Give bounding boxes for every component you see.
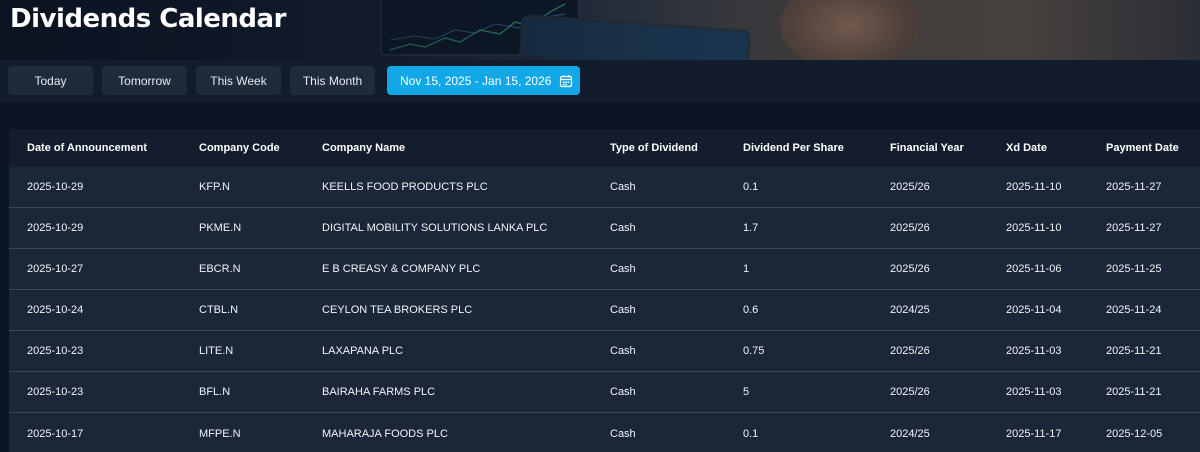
dividend-type-cell: Cash [610, 427, 636, 440]
date-range-label: Nov 15, 2025 - Jan 15, 2026 [400, 73, 552, 88]
column-header-date-of-announcement[interactable]: Date of Announcement [27, 142, 147, 154]
today-filter-button[interactable]: Today [8, 66, 93, 95]
company-name-cell: BAIRAHA FARMS PLC [322, 386, 436, 398]
dividend-type-cell: Cash [610, 181, 636, 193]
dividend-type-cell: Cash [610, 304, 636, 316]
financial-year-cell: 2024/25 [890, 304, 930, 316]
xd-date-cell: 2025-11-04 [1006, 304, 1062, 316]
announcement-date-cell: 2025-10-29 [27, 222, 84, 234]
page-title: Dividends Calendar [10, 4, 286, 34]
column-header-payment-date[interactable]: Payment Date [1106, 142, 1179, 154]
company-code-cell: CTBL.N [199, 304, 239, 316]
date-filter-bar: Today Tomorrow This Week This Month Nov … [0, 60, 1200, 102]
dividends-table: Date of Announcement Company Code Compan… [9, 129, 1200, 452]
payment-date-cell: 2025-11-24 [1106, 304, 1162, 316]
table-row[interactable]: 2025-10-27 EBCR.N E B CREASY & COMPANY P… [9, 249, 1200, 290]
column-header-company-code[interactable]: Company Code [199, 142, 280, 154]
company-code-cell: BFL.N [199, 386, 231, 398]
column-header-dividend-per-share[interactable]: Dividend Per Share [743, 142, 844, 154]
column-header-xd-date[interactable]: Xd Date [1006, 142, 1047, 154]
this-week-filter-button[interactable]: This Week [196, 66, 281, 95]
company-code-cell: LITE.N [199, 345, 234, 357]
xd-date-cell: 2025-11-10 [1006, 222, 1062, 234]
company-code-cell: KFP.N [199, 181, 230, 193]
payment-date-cell: 2025-11-25 [1106, 263, 1162, 275]
announcement-date-cell: 2025-10-23 [27, 345, 84, 357]
company-code-cell: EBCR.N [199, 263, 241, 275]
table-header: Date of Announcement Company Code Compan… [9, 129, 1200, 167]
company-name-cell: LAXAPANA PLC [322, 345, 404, 357]
payment-date-cell: 2025-11-21 [1106, 345, 1162, 357]
company-code-cell: PKME.N [199, 222, 242, 234]
company-code-cell: MFPE.N [199, 427, 241, 440]
dividend-per-share-cell: 1 [743, 263, 750, 275]
hero-banner: Dividends Calendar [0, 0, 1200, 60]
table-row[interactable]: 2025-10-17 MFPE.N MAHARAJA FOODS PLC Cas… [9, 413, 1200, 452]
this-month-filter-button[interactable]: This Month [290, 66, 375, 95]
company-name-cell: E B CREASY & COMPANY PLC [322, 263, 481, 275]
dividend-per-share-cell: 0.75 [743, 345, 765, 357]
dividend-per-share-cell: 0.1 [743, 427, 759, 440]
column-header-financial-year[interactable]: Financial Year [890, 142, 964, 154]
announcement-date-cell: 2025-10-27 [27, 263, 84, 275]
dividend-type-cell: Cash [610, 263, 636, 275]
company-name-cell: KEELLS FOOD PRODUCTS PLC [322, 181, 488, 193]
dividend-per-share-cell: 5 [743, 386, 750, 398]
xd-date-cell: 2025-11-17 [1006, 427, 1062, 440]
table-row[interactable]: 2025-10-29 PKME.N DIGITAL MOBILITY SOLUT… [9, 208, 1200, 249]
financial-year-cell: 2025/26 [890, 386, 930, 398]
payment-date-cell: 2025-11-21 [1106, 386, 1162, 398]
financial-year-cell: 2025/26 [890, 345, 930, 357]
table-row[interactable]: 2025-10-24 CTBL.N CEYLON TEA BROKERS PLC… [9, 290, 1200, 331]
dividend-per-share-cell: 1.7 [743, 222, 759, 234]
announcement-date-cell: 2025-10-29 [27, 181, 84, 193]
tomorrow-filter-button[interactable]: Tomorrow [102, 66, 187, 95]
company-name-cell: CEYLON TEA BROKERS PLC [322, 304, 473, 316]
xd-date-cell: 2025-11-03 [1006, 386, 1062, 398]
dividend-per-share-cell: 0.6 [743, 304, 759, 316]
payment-date-cell: 2025-11-27 [1106, 222, 1162, 234]
dividend-type-cell: Cash [610, 345, 636, 357]
xd-date-cell: 2025-11-10 [1006, 181, 1062, 193]
company-name-cell: MAHARAJA FOODS PLC [322, 427, 448, 440]
dividend-type-cell: Cash [610, 222, 636, 234]
payment-date-cell: 2025-11-27 [1106, 181, 1162, 193]
calendar-icon[interactable] [559, 74, 573, 88]
dividend-per-share-cell: 0.1 [743, 181, 759, 193]
dividend-type-cell: Cash [610, 386, 636, 398]
column-header-company-name[interactable]: Company Name [322, 142, 406, 154]
table-row[interactable]: 2025-10-29 KFP.N KEELLS FOOD PRODUCTS PL… [9, 167, 1200, 208]
table-row[interactable]: 2025-10-23 BFL.N BAIRAHA FARMS PLC Cash … [9, 372, 1200, 413]
financial-year-cell: 2025/26 [890, 263, 930, 275]
xd-date-cell: 2025-11-06 [1006, 263, 1062, 275]
table-row[interactable]: 2025-10-23 LITE.N LAXAPANA PLC Cash 0.75… [9, 331, 1200, 372]
payment-date-cell: 2025-12-05 [1106, 427, 1163, 440]
financial-year-cell: 2025/26 [890, 222, 930, 234]
announcement-date-cell: 2025-10-17 [27, 427, 84, 440]
announcement-date-cell: 2025-10-23 [27, 386, 84, 398]
xd-date-cell: 2025-11-03 [1006, 345, 1062, 357]
column-header-type-of-dividend[interactable]: Type of Dividend [610, 142, 698, 154]
date-range-picker[interactable]: Nov 15, 2025 - Jan 15, 2026 [387, 66, 580, 95]
announcement-date-cell: 2025-10-24 [27, 304, 84, 316]
company-name-cell: DIGITAL MOBILITY SOLUTIONS LANKA PLC [322, 222, 548, 234]
financial-year-cell: 2024/25 [890, 427, 930, 440]
financial-year-cell: 2025/26 [890, 181, 930, 193]
